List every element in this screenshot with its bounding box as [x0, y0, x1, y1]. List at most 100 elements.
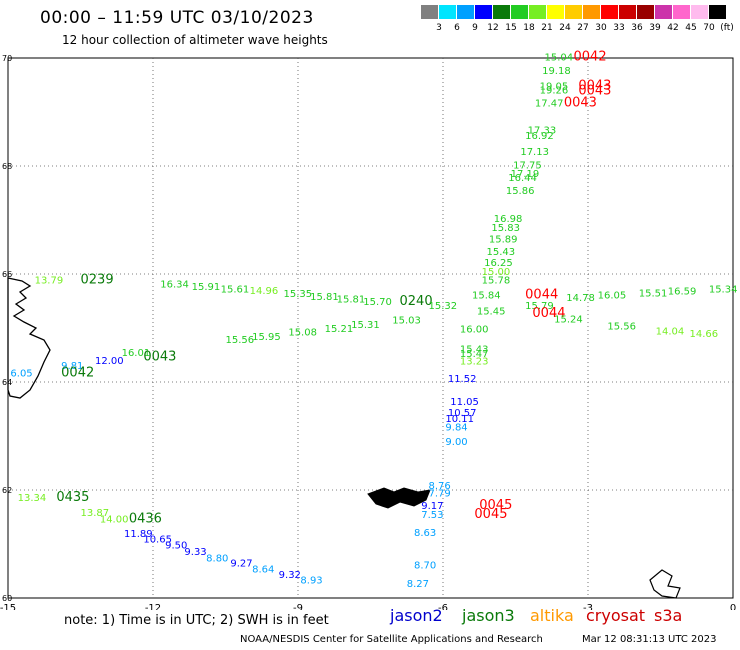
- scale-label: 30: [595, 23, 607, 33]
- scale-swatch: [565, 5, 583, 19]
- wave-height-label: 8.64: [252, 565, 274, 576]
- scale-swatch: [511, 5, 529, 19]
- wave-height-label: 6.05: [10, 369, 32, 380]
- scale-swatch: [547, 5, 565, 19]
- scale-label: 45: [685, 23, 697, 33]
- scale-label: 36: [631, 23, 643, 33]
- wave-height-label: 9.84: [445, 423, 467, 434]
- wave-height-label: 14.66: [690, 329, 719, 340]
- pass-time-label: 0042: [61, 366, 94, 381]
- wave-height-label: 16.00: [460, 324, 489, 335]
- scale-label: 18: [523, 23, 535, 33]
- pass-time-label: 0436: [129, 511, 162, 526]
- wave-height-label: 10.57: [448, 408, 477, 419]
- pass-time-label: 0045: [479, 498, 512, 513]
- wave-height-label: 10.65: [143, 534, 172, 545]
- lon-tick-label: -9: [293, 603, 303, 610]
- scale-label: 12: [487, 23, 499, 33]
- wave-height-label: 15.84: [472, 290, 501, 301]
- scale-label: 42: [667, 23, 679, 33]
- lon-tick-label: -15: [0, 603, 16, 610]
- scale-swatch: [655, 5, 673, 19]
- wave-height-label: 12.00: [95, 356, 124, 367]
- legend-altika: altika: [530, 606, 574, 625]
- scale-swatch: [637, 5, 655, 19]
- wave-height-label: 15.43: [487, 247, 516, 258]
- pass-time-label: 0043: [578, 84, 611, 99]
- scale-swatch: [475, 5, 493, 19]
- wave-height-label: 15.31: [351, 320, 380, 331]
- pass-time-label: 0435: [56, 490, 89, 505]
- wave-height-label: 11.89: [124, 529, 153, 540]
- scale-swatch: [529, 5, 547, 19]
- wave-height-label: 15.78: [482, 276, 511, 287]
- faroe-islands: [367, 487, 431, 509]
- wave-height-label: 11.05: [450, 397, 479, 408]
- lat-tick-label: 66: [2, 270, 12, 279]
- credit-line: NOAA/NESDIS Center for Satellite Applica…: [240, 634, 543, 645]
- wave-height-label: 8.63: [414, 528, 436, 539]
- wave-height-label: 15.61: [221, 284, 250, 295]
- wave-height-label: 19.05: [540, 81, 569, 92]
- lon-tick-label: 0: [730, 603, 736, 610]
- scale-swatch: [691, 5, 709, 19]
- wave-height-label: 13.23: [460, 357, 489, 368]
- wave-height-label: 16.59: [668, 287, 697, 298]
- wave-height-label: 15.04: [545, 53, 574, 64]
- scale-swatch: [493, 5, 511, 19]
- wave-height-label: 8.93: [300, 575, 322, 586]
- wave-height-label: 15.83: [491, 223, 520, 234]
- iceland-coast: [7, 277, 51, 399]
- scale-label: 33: [613, 23, 625, 33]
- wave-height-label: 17.47: [535, 99, 564, 110]
- wave-height-label: 9.32: [279, 570, 301, 581]
- page-title: 00:00 – 11:59 UTC 03/10/2023: [40, 8, 314, 28]
- wave-height-label: 14.04: [656, 326, 685, 337]
- lat-tick-label: 68: [2, 162, 12, 171]
- pass-time-label: 0240: [400, 294, 433, 309]
- scale-label: 24: [559, 23, 571, 33]
- legend-jason3: jason3: [462, 606, 515, 625]
- wave-height-label: 16.44: [508, 173, 537, 184]
- scale-label: 21: [541, 23, 553, 33]
- wave-height-label: 15.08: [288, 328, 317, 339]
- pass-time-label: 0045: [474, 507, 507, 522]
- scale-label: 70: [703, 23, 715, 33]
- lon-tick-label: -12: [145, 603, 161, 610]
- wave-height-label: 15.81: [337, 295, 366, 306]
- wave-height-label: 15.56: [607, 322, 636, 333]
- wave-height-label: 15.00: [482, 267, 511, 278]
- wave-height-label: 15.32: [429, 301, 458, 312]
- wave-height-label: 15.47: [460, 349, 489, 360]
- wave-height-label: 15.21: [325, 324, 354, 335]
- wave-height-label: 15.91: [192, 282, 221, 293]
- wave-height-label: 19.18: [542, 66, 571, 77]
- wave-height-label: 14.96: [250, 286, 279, 297]
- scale-swatch: [583, 5, 601, 19]
- pass-time-label: 0043: [143, 349, 176, 364]
- wave-height-label: 15.70: [363, 297, 392, 308]
- scale-label: 3: [436, 23, 442, 33]
- wave-height-label: 17.13: [520, 147, 549, 158]
- wave-height-label: 16.92: [525, 131, 554, 142]
- wave-height-label: 14.00: [100, 514, 129, 525]
- wave-height-label: 9.81: [61, 361, 83, 372]
- pass-time-label: 0044: [532, 306, 565, 321]
- scale-label: 15: [505, 23, 517, 33]
- scale-label: 9: [472, 23, 478, 33]
- lat-tick-label: 62: [2, 486, 12, 495]
- scale-swatch: [457, 5, 475, 19]
- pass-time-label: 0044: [525, 287, 558, 302]
- wave-height-label: 16.01: [122, 348, 151, 359]
- wave-height-label: 7.79: [429, 488, 451, 499]
- wave-height-label: 15.03: [392, 316, 421, 327]
- scale-swatch: [673, 5, 691, 19]
- wave-height-label: 17.19: [511, 169, 540, 180]
- scale-label: 39: [649, 23, 661, 33]
- pass-time-label: 0239: [81, 273, 114, 288]
- wave-height-label: 10.11: [445, 414, 474, 425]
- scale-label: 6: [454, 23, 460, 33]
- wave-height-label: 15.35: [284, 289, 313, 300]
- wave-height-label: 17.75: [513, 161, 542, 172]
